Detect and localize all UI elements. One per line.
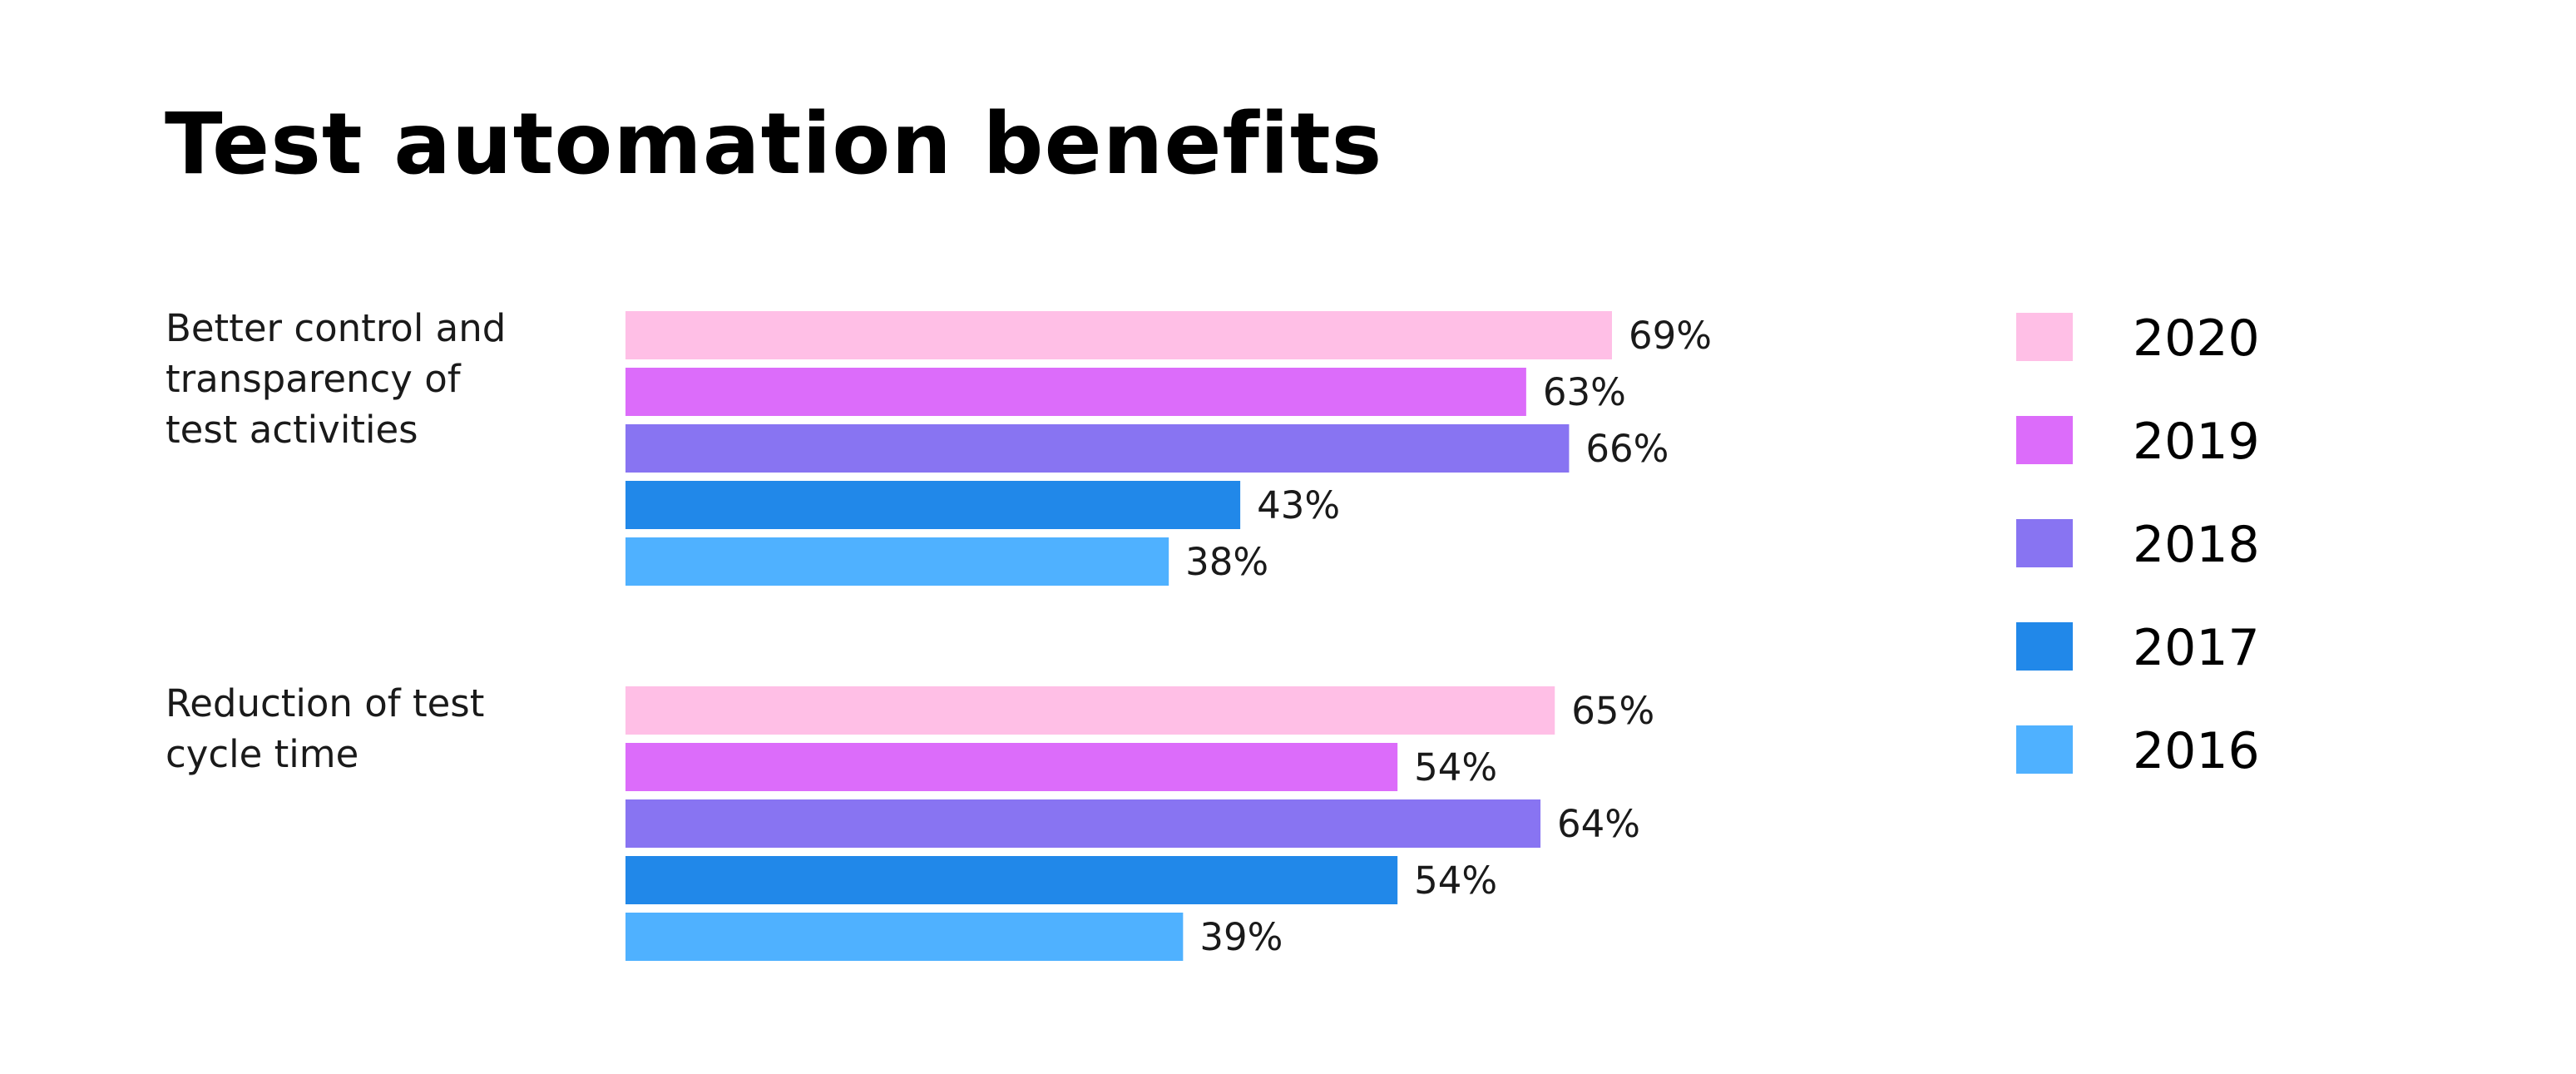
bar-value-label: 38% [1185, 540, 1268, 584]
bar-value-label: 65% [1571, 689, 1654, 733]
bar-value-label: 43% [1257, 483, 1340, 527]
legend-swatch [2016, 622, 2073, 671]
legend-label: 2017 [2133, 619, 2260, 677]
chart-title: Test automation benefits [165, 95, 1383, 194]
bar [625, 311, 1612, 359]
bar-value-label: 63% [1543, 370, 1626, 414]
legend-label: 2018 [2133, 516, 2260, 574]
category-label-line: Reduction of test [166, 681, 484, 725]
bar-value-label: 66% [1585, 427, 1669, 471]
legend-swatch [2016, 416, 2073, 464]
bar [625, 799, 1541, 848]
category-label: Reduction of test cycle time [166, 681, 484, 776]
legend-label: 2020 [2133, 309, 2260, 368]
bar-value-label: 69% [1629, 314, 1712, 358]
bar-value-label: 54% [1414, 859, 1497, 903]
bar [625, 913, 1184, 961]
bar-value-label: 54% [1414, 745, 1497, 789]
legend-label: 2016 [2133, 722, 2260, 780]
legend-swatch [2016, 519, 2073, 567]
bar [625, 368, 1526, 416]
bar [625, 424, 1570, 473]
category-label-line: transparency of [166, 357, 462, 401]
category-label-line: cycle time [166, 732, 358, 776]
bar [625, 743, 1398, 791]
legend-label: 2019 [2133, 413, 2260, 471]
bar-value-label: 39% [1199, 915, 1283, 959]
category-label: Better control and transparency of test ac… [166, 306, 506, 452]
bar [625, 537, 1169, 586]
category-label-line: Better control and [166, 306, 506, 350]
bar [625, 481, 1241, 529]
bar [625, 856, 1398, 904]
legend-swatch [2016, 725, 2073, 774]
category-label-line: test activities [166, 408, 418, 452]
bar [625, 686, 1555, 735]
bar-value-label: 64% [1557, 802, 1640, 846]
legend-swatch [2016, 313, 2073, 361]
